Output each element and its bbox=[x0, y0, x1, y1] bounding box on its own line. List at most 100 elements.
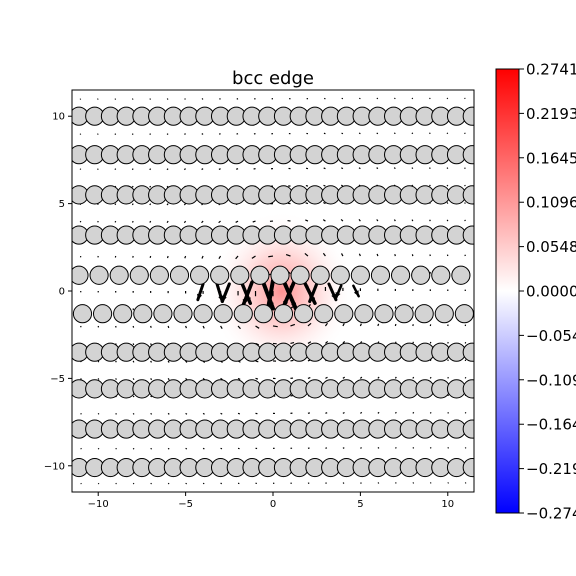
quiver-arrow bbox=[237, 325, 241, 330]
quiver-arrow bbox=[167, 447, 170, 450]
x-tick-label: 10 bbox=[441, 499, 454, 510]
quiver-arrow bbox=[464, 412, 467, 414]
quiver-arrow bbox=[149, 185, 152, 188]
quiver-arrow bbox=[290, 359, 294, 362]
quiver-arrow bbox=[131, 98, 134, 100]
quiver-arrow bbox=[185, 325, 187, 329]
quiver-arrow bbox=[341, 167, 344, 170]
quiver-arrow bbox=[376, 253, 379, 257]
quiver-arrow bbox=[114, 203, 117, 206]
quiver-arrow bbox=[464, 376, 467, 379]
core-quiver-arrowhead bbox=[310, 297, 315, 304]
atom bbox=[213, 304, 233, 324]
quiver-arrow bbox=[377, 482, 380, 484]
quiver-arrow bbox=[411, 219, 414, 222]
quiver-arrow bbox=[447, 482, 449, 484]
colorbar-tick-label: −0.2741 bbox=[526, 505, 576, 523]
quiver-arrow bbox=[447, 411, 449, 414]
quiver-arrow bbox=[305, 184, 309, 187]
quiver-arrow bbox=[342, 447, 345, 449]
quiver-arrow bbox=[290, 342, 295, 345]
atom bbox=[72, 265, 89, 285]
quiver-arrow bbox=[183, 220, 187, 224]
quiver-arrow bbox=[166, 133, 169, 135]
colorbar bbox=[495, 68, 520, 514]
plot-area bbox=[72, 90, 474, 492]
colorbar-tick-label: 0.1096 bbox=[526, 194, 576, 212]
x-tick-label: 5 bbox=[357, 499, 363, 510]
quiver-arrow bbox=[166, 185, 169, 188]
quiver-arrow bbox=[183, 168, 186, 171]
quiver-arrow bbox=[446, 202, 449, 204]
x-tick-label: −10 bbox=[88, 499, 109, 510]
quiver-arrow bbox=[411, 132, 414, 135]
atom bbox=[350, 265, 370, 285]
quiver-arrow bbox=[202, 325, 205, 329]
quiver-arrow bbox=[185, 482, 187, 485]
quiver-arrow bbox=[97, 98, 99, 100]
quiver-arrow bbox=[429, 184, 431, 187]
atom bbox=[462, 185, 474, 205]
atom bbox=[133, 304, 153, 324]
core-quiver-arrowhead bbox=[353, 290, 359, 297]
quiver-arrow bbox=[393, 132, 396, 135]
colorbar-tick-label: 0.1645 bbox=[526, 149, 576, 167]
quiver-arrow bbox=[185, 447, 188, 450]
colorbar-tick-label: 0.0000 bbox=[526, 283, 576, 301]
quiver-arrow bbox=[235, 220, 239, 223]
quiver-arrow bbox=[324, 322, 328, 327]
quiver-arrow bbox=[97, 378, 100, 380]
quiver-arrow bbox=[115, 482, 117, 485]
quiver-arrow bbox=[114, 168, 117, 171]
quiver-arrow bbox=[218, 220, 221, 224]
quiver-arrow bbox=[218, 255, 222, 260]
quiver-arrow bbox=[97, 133, 99, 135]
quiver-arrow bbox=[166, 220, 169, 223]
quiver-arrow bbox=[429, 482, 432, 484]
quiver-arrow bbox=[166, 255, 169, 259]
atom bbox=[173, 304, 193, 324]
quiver-arrow bbox=[166, 203, 169, 206]
quiver-arrow bbox=[358, 219, 361, 222]
quiver-arrow bbox=[341, 132, 344, 135]
quiver-arrow bbox=[464, 132, 466, 135]
quiver-arrow bbox=[268, 255, 274, 258]
quiver-arrow bbox=[183, 203, 187, 206]
quiver-arrow bbox=[358, 167, 361, 170]
atom bbox=[290, 265, 310, 285]
quiver-arrow bbox=[412, 341, 415, 344]
quiver-arrow bbox=[79, 133, 82, 135]
quiver-arrow bbox=[429, 411, 432, 414]
atom bbox=[462, 342, 474, 362]
quiver-arrow bbox=[411, 97, 414, 100]
quiver-arrow bbox=[323, 167, 326, 170]
atom bbox=[434, 304, 454, 324]
atom bbox=[273, 304, 294, 324]
core-quiver-arrowhead bbox=[242, 299, 248, 305]
atom bbox=[109, 265, 129, 285]
quiver-arrow bbox=[235, 255, 239, 260]
quiver-arrow bbox=[185, 412, 188, 415]
quiver-arrow bbox=[202, 412, 205, 415]
atom bbox=[374, 304, 394, 324]
atom bbox=[431, 265, 451, 285]
quiver-arrow bbox=[255, 325, 260, 329]
quiver-arrow bbox=[149, 133, 152, 135]
atom bbox=[89, 265, 109, 285]
stress-lobe bbox=[208, 210, 356, 372]
quiver-arrow bbox=[166, 168, 169, 171]
quiver-arrow bbox=[464, 447, 467, 449]
quiver-arrow bbox=[167, 482, 170, 485]
quiver-arrow bbox=[394, 376, 397, 379]
quiver-arrow bbox=[412, 482, 415, 484]
quiver-arrow bbox=[323, 201, 326, 205]
quiver-arrow bbox=[255, 360, 259, 363]
quiver-arrow bbox=[97, 482, 100, 485]
core-quiver-arrowhead bbox=[245, 297, 251, 304]
quiver-arrow bbox=[114, 133, 117, 135]
quiver-arrow bbox=[131, 220, 134, 223]
quiver-arrow bbox=[167, 325, 170, 329]
quiver-arrow bbox=[220, 325, 223, 329]
atom bbox=[370, 265, 391, 285]
quiver-arrow bbox=[307, 322, 312, 327]
